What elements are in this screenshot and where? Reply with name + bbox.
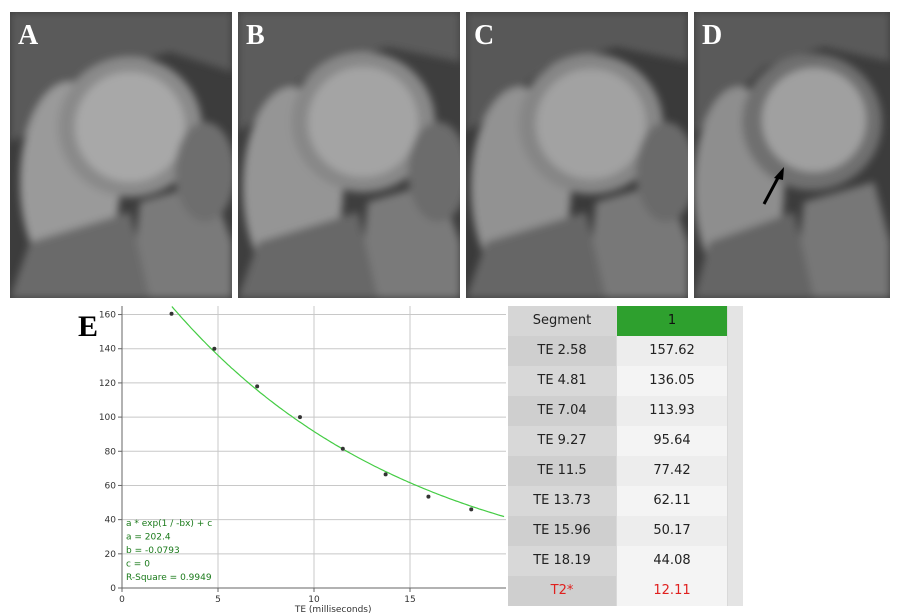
row-value: 77.42	[617, 456, 727, 486]
header-value: 1	[617, 306, 727, 336]
t2-result-row: T2* 12.11	[508, 576, 743, 606]
x-tick-label: 15	[404, 595, 415, 605]
mri-panel-b: B	[238, 12, 460, 298]
panel-label-a: A	[18, 20, 39, 51]
table-header-row: Segment 1	[508, 306, 743, 336]
panel-label-c: C	[474, 20, 495, 51]
row-label: TE 11.5	[508, 456, 616, 486]
table-row: TE 18.19 44.08	[508, 546, 743, 576]
row-value: 136.05	[617, 366, 727, 396]
data-point	[255, 384, 260, 389]
row-label: TE 7.04	[508, 396, 616, 426]
data-point	[169, 311, 174, 316]
y-tick-label: 0	[110, 584, 116, 594]
row-label: TE 9.27	[508, 426, 616, 456]
x-tick-label: 0	[119, 595, 125, 605]
fit-annotation-line: c = 0	[126, 560, 150, 570]
data-point	[383, 472, 388, 477]
data-point	[212, 346, 217, 351]
y-tick-label: 80	[105, 447, 117, 457]
mri-panel-d: D	[694, 12, 890, 298]
row-label: TE 4.81	[508, 366, 616, 396]
row-value: 95.64	[617, 426, 727, 456]
row-value: 44.08	[617, 546, 727, 576]
row-value: 113.93	[617, 396, 727, 426]
y-tick-label: 40	[105, 516, 117, 526]
y-tick-label: 20	[105, 550, 117, 560]
y-tick-label: 60	[105, 481, 117, 491]
fit-annotation-line: a * exp(1 / -bx) + c	[126, 519, 212, 529]
segment-table: Segment 1 TE 2.58 157.62 TE 4.81 136.05 …	[508, 306, 743, 606]
fit-annotation-line: a = 202.4	[126, 533, 171, 543]
mri-image-a	[10, 12, 232, 298]
mri-image-c	[466, 12, 688, 298]
y-tick-label: 120	[99, 379, 116, 389]
t2-decay-chart: 0 20 40 60 80 100 120 140 160 0 5 10 15 TE (milliseco…	[99, 306, 506, 613]
data-point	[469, 507, 474, 512]
table-row: TE 15.96 50.17	[508, 516, 743, 546]
y-tick-label: 140	[99, 345, 116, 355]
table-row: TE 9.27 95.64	[508, 426, 743, 456]
result-value: 12.11	[617, 576, 727, 606]
plot-area: 0 20 40 60 80 100 120 140 160 0 5 10 15 TE (milliseco…	[99, 306, 506, 613]
panel-label-d: D	[702, 20, 723, 51]
fit-annotation-line: b = -0.0793	[126, 546, 180, 556]
row-label: TE 13.73	[508, 486, 616, 516]
result-label: T2*	[508, 576, 616, 606]
row-label: TE 15.96	[508, 516, 616, 546]
data-point	[426, 494, 431, 499]
mri-panel-a: A	[10, 12, 232, 298]
mri-image-b	[238, 12, 460, 298]
y-tick-label: 100	[99, 413, 116, 423]
table-row: TE 4.81 136.05	[508, 366, 743, 396]
table-row: TE 7.04 113.93	[508, 396, 743, 426]
x-tick-label: 5	[215, 595, 221, 605]
header-label: Segment	[508, 306, 616, 336]
x-axis-label: TE (milliseconds)	[294, 605, 372, 613]
data-point	[297, 415, 302, 420]
table-row: TE 2.58 157.62	[508, 336, 743, 366]
mri-image-d	[694, 12, 890, 298]
panel-label-e: E	[78, 310, 99, 343]
x-tick-label: 10	[308, 595, 320, 605]
row-value: 50.17	[617, 516, 727, 546]
fit-annotation-line: R-Square = 0.9949	[126, 573, 212, 583]
data-point	[340, 446, 345, 451]
table-row: TE 11.5 77.42	[508, 456, 743, 486]
row-value: 157.62	[617, 336, 727, 366]
row-label: TE 2.58	[508, 336, 616, 366]
row-label: TE 18.19	[508, 546, 616, 576]
mri-panel-c: C	[466, 12, 688, 298]
table-row: TE 13.73 62.11	[508, 486, 743, 516]
fit-curve	[171, 306, 505, 518]
panel-label-b: B	[246, 20, 265, 51]
y-tick-label: 160	[99, 311, 116, 321]
row-value: 62.11	[617, 486, 727, 516]
